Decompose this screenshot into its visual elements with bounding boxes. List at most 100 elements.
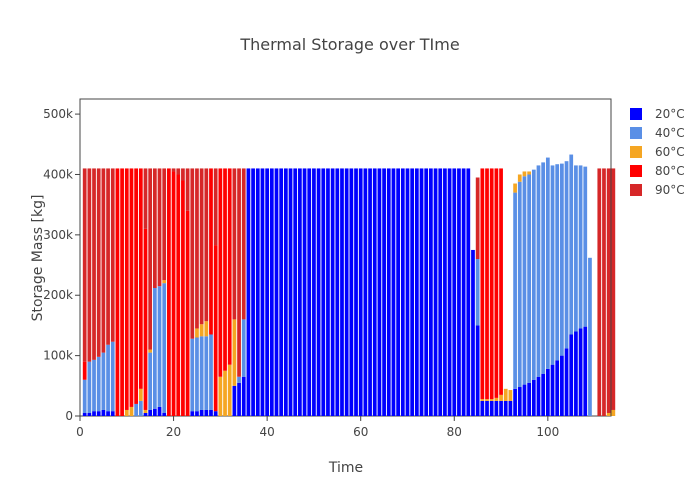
bar-segment bbox=[541, 162, 546, 374]
bar-segment bbox=[237, 382, 241, 416]
bar-segment bbox=[316, 168, 321, 416]
bar-segment bbox=[190, 338, 195, 412]
bar-segment bbox=[110, 168, 115, 342]
bar-segment bbox=[597, 168, 602, 416]
bar-segment bbox=[227, 364, 232, 416]
bar-segment bbox=[508, 390, 513, 401]
bar-segment bbox=[199, 409, 204, 416]
bar-segment bbox=[485, 168, 489, 400]
legend-item[interactable]: 40°C bbox=[630, 126, 685, 140]
bar-segment bbox=[232, 168, 237, 320]
bar-segment bbox=[279, 168, 284, 416]
bar-segment bbox=[569, 154, 574, 335]
bar-segment bbox=[152, 287, 157, 409]
bar-segment bbox=[143, 412, 148, 416]
bar-segment bbox=[522, 176, 527, 385]
bar-segment bbox=[213, 411, 218, 416]
bar-segment bbox=[494, 397, 499, 401]
bar-segment bbox=[82, 168, 87, 362]
bar-segment bbox=[167, 168, 171, 416]
bar-segment bbox=[96, 356, 101, 412]
bar-segment bbox=[143, 228, 148, 410]
bar-segment bbox=[195, 337, 199, 412]
bar-segment bbox=[143, 168, 148, 229]
bar-segment bbox=[171, 171, 176, 416]
bar-segment bbox=[564, 348, 569, 416]
bar-segment bbox=[480, 400, 485, 416]
bar-segment bbox=[265, 168, 270, 416]
bar-segment bbox=[475, 177, 480, 260]
x-tick-label: 80 bbox=[447, 425, 462, 439]
bar-segment bbox=[527, 382, 531, 416]
bar-segment bbox=[176, 168, 181, 175]
bar-segment bbox=[461, 168, 466, 416]
bar-segment bbox=[255, 168, 260, 416]
bar-segment bbox=[503, 388, 508, 401]
bar-segment bbox=[545, 368, 550, 416]
bar-segment bbox=[382, 168, 386, 416]
legend[interactable]: 20°C 40°C 60°C 80°C 90°C bbox=[630, 107, 685, 197]
legend-item[interactable]: 80°C bbox=[630, 164, 685, 178]
bar-segment bbox=[82, 361, 87, 380]
legend-label: 20°C bbox=[655, 107, 685, 121]
chart-title: Thermal Storage over TIme bbox=[239, 35, 459, 54]
bar-segment bbox=[485, 400, 489, 416]
bar-segment bbox=[307, 168, 312, 416]
bar-segment bbox=[218, 376, 223, 416]
bar-segment bbox=[195, 328, 199, 338]
bar-segment bbox=[358, 168, 363, 416]
bar-segment bbox=[106, 344, 110, 412]
bar-segment bbox=[447, 168, 452, 416]
bar-segment bbox=[138, 400, 143, 416]
bar-segment bbox=[251, 168, 255, 416]
bar-segment bbox=[195, 168, 199, 329]
y-axis: 0 100k 200k 300k 400k 500k bbox=[43, 107, 80, 423]
bar-segment bbox=[157, 406, 162, 416]
bar-segment bbox=[480, 399, 485, 401]
bar-segment bbox=[302, 168, 307, 416]
bar-segment bbox=[129, 406, 134, 416]
legend-swatch bbox=[630, 146, 642, 158]
bar-segment bbox=[531, 169, 536, 380]
bar-segment bbox=[489, 399, 494, 401]
bar-segment bbox=[204, 336, 209, 410]
bar-segment bbox=[531, 379, 536, 416]
bar-segment bbox=[124, 168, 129, 410]
bar-segment bbox=[485, 399, 489, 401]
bar-segment bbox=[513, 183, 517, 193]
bar-segment bbox=[517, 174, 522, 182]
bar-segment bbox=[106, 411, 110, 416]
bar-segment bbox=[527, 174, 531, 383]
bar-segment bbox=[344, 168, 349, 416]
legend-item[interactable]: 20°C bbox=[630, 107, 685, 121]
bar-segment bbox=[489, 168, 494, 400]
y-tick-label: 100k bbox=[43, 349, 73, 363]
bar-segment bbox=[110, 411, 115, 416]
bar-segment bbox=[92, 359, 96, 412]
bar-segment bbox=[185, 168, 190, 211]
legend-item[interactable]: 60°C bbox=[630, 145, 685, 159]
legend-swatch bbox=[630, 165, 642, 177]
bar-segment bbox=[536, 376, 541, 416]
bar-segment bbox=[162, 412, 167, 416]
bar-segment bbox=[340, 168, 344, 416]
bar-segment bbox=[377, 168, 382, 416]
y-tick-label: 200k bbox=[43, 288, 73, 302]
bar-segment bbox=[475, 325, 480, 416]
bar-segment bbox=[578, 328, 583, 416]
bar-segment bbox=[293, 168, 298, 416]
bar-segment bbox=[190, 168, 195, 339]
bar-segment bbox=[237, 168, 241, 377]
legend-item[interactable]: 90°C bbox=[630, 183, 685, 197]
x-tick-label: 20 bbox=[166, 425, 181, 439]
bar-segment bbox=[611, 409, 616, 416]
bar-segment bbox=[438, 168, 443, 416]
bar-segment bbox=[209, 168, 213, 335]
y-tick-label: 0 bbox=[65, 409, 73, 423]
bar-segment bbox=[400, 168, 405, 416]
bar-segment bbox=[433, 168, 438, 416]
bar-segment bbox=[606, 168, 611, 413]
bar-segment bbox=[241, 168, 246, 320]
bar-segment bbox=[391, 168, 396, 416]
bar-segment bbox=[578, 165, 583, 329]
